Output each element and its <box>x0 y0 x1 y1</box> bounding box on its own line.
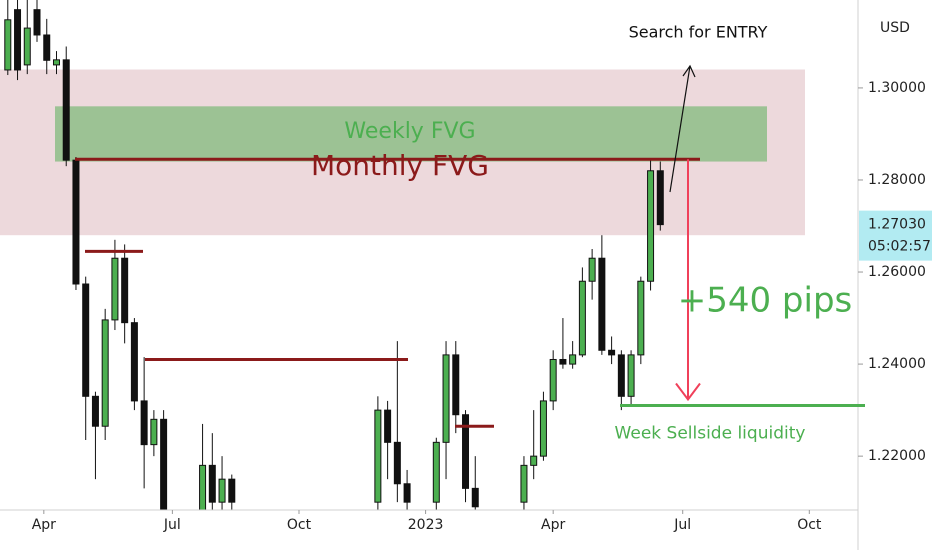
candle-body <box>559 358 567 365</box>
candle-body <box>62 59 70 161</box>
candle-body <box>82 283 90 397</box>
target-label: +540 pips <box>678 281 853 321</box>
zone-label: Weekly FVG <box>344 119 475 144</box>
target-arrowhead <box>675 382 701 402</box>
candle-body <box>403 483 411 503</box>
entry-note: Search for ENTRY <box>629 23 768 42</box>
candle-body <box>160 418 168 510</box>
candle-body <box>4 19 12 71</box>
candle-body <box>520 464 528 503</box>
candle-body <box>23 27 31 66</box>
candle-body <box>111 257 119 321</box>
candle-body <box>393 441 401 485</box>
candle-body <box>462 414 470 489</box>
candle-body <box>598 257 606 351</box>
candle-body <box>549 358 557 402</box>
candle-body <box>91 395 99 427</box>
x-tick-label: Oct <box>797 517 822 533</box>
x-tick-label: Apr <box>541 517 565 533</box>
fvg-zone <box>55 106 767 162</box>
candle-body <box>608 349 616 356</box>
y-tick-label: 1.28000 <box>868 172 926 188</box>
candle-body <box>101 319 109 427</box>
candle-body <box>442 354 450 443</box>
candle-body <box>656 170 664 226</box>
x-tick-label: Apr <box>32 517 56 533</box>
candle-body <box>150 418 158 446</box>
candle-body <box>452 354 460 416</box>
y-tick-label: 1.22000 <box>868 448 926 464</box>
candle-body <box>627 354 635 397</box>
candle-body <box>140 400 148 446</box>
candle-body <box>43 34 51 61</box>
candle-body <box>199 464 207 510</box>
last-price-label: 1.27030 <box>868 217 926 233</box>
candle-body <box>539 400 547 457</box>
candle-body <box>647 170 655 282</box>
candle-body <box>384 409 392 443</box>
candle-body <box>617 354 625 397</box>
candle-body <box>578 280 586 356</box>
x-tick-label: Oct <box>287 517 312 533</box>
candle-body <box>52 59 60 66</box>
y-tick-label: 1.30000 <box>868 80 926 96</box>
x-tick-label: Jul <box>673 517 691 533</box>
candle-body <box>228 478 236 503</box>
candle-body <box>130 322 138 402</box>
zone-label: Monthly FVG <box>311 149 489 182</box>
level-label: Week Sellside liquidity <box>615 424 806 444</box>
y-tick-label: 1.26000 <box>868 264 926 280</box>
plot-area <box>0 0 805 510</box>
candle-body <box>471 487 479 508</box>
candle-body <box>569 354 577 365</box>
entry-arrow <box>669 64 696 193</box>
last-price-box <box>859 210 932 261</box>
candle-body <box>374 409 382 503</box>
y-tick-label: 1.24000 <box>868 356 926 372</box>
candle-body <box>588 257 596 282</box>
candle-body <box>218 478 226 503</box>
candle-body <box>208 464 216 503</box>
candle-body <box>432 441 440 503</box>
candle-body <box>72 159 80 285</box>
candle-body <box>121 257 129 324</box>
x-tick-label: 2023 <box>408 517 444 533</box>
candle-body <box>33 9 41 36</box>
countdown: 05:02:57 <box>868 239 931 255</box>
x-tick-label: Jul <box>163 517 181 533</box>
y-axis-label: USD <box>880 20 910 36</box>
candle-body <box>14 9 22 71</box>
candle-body <box>637 280 645 356</box>
candle-body <box>530 455 538 466</box>
